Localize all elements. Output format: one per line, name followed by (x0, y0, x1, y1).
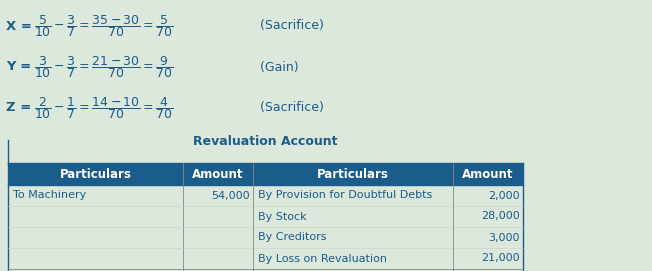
Text: Amount: Amount (462, 167, 514, 180)
Bar (453, 227, 523, 248)
Text: 21,000: 21,000 (481, 253, 520, 263)
Bar (183, 269, 253, 271)
Text: $\dfrac{5}{10} - \dfrac{3}{7} = \dfrac{35-30}{70} = \dfrac{5}{70}$: $\dfrac{5}{10} - \dfrac{3}{7} = \dfrac{3… (34, 13, 173, 39)
Text: 54,000: 54,000 (211, 191, 250, 201)
Bar (183, 206, 253, 227)
Text: By Stock: By Stock (258, 211, 306, 221)
Text: (Gain): (Gain) (256, 60, 299, 73)
Text: Particulars: Particulars (59, 167, 132, 180)
Text: (Sacrifice): (Sacrifice) (256, 102, 324, 115)
Text: By Provision for Doubtful Debts: By Provision for Doubtful Debts (258, 191, 432, 201)
Text: Revaluation Account: Revaluation Account (193, 135, 338, 148)
Bar (453, 185, 523, 206)
Bar (183, 185, 253, 206)
Bar (453, 206, 523, 227)
Bar (253, 206, 453, 227)
Bar (453, 248, 523, 269)
Bar (8, 248, 183, 269)
Bar (8, 163, 183, 185)
Bar (453, 269, 523, 271)
Text: Y =: Y = (6, 60, 36, 73)
Text: 28,000: 28,000 (481, 211, 520, 221)
Bar (183, 227, 253, 248)
Bar (8, 206, 183, 227)
Bar (183, 163, 253, 185)
Text: Particulars: Particulars (317, 167, 389, 180)
Text: (Sacrifice): (Sacrifice) (256, 20, 324, 33)
Bar (183, 248, 253, 269)
Text: By Loss on Revaluation: By Loss on Revaluation (258, 253, 387, 263)
Bar (8, 269, 183, 271)
Text: $\dfrac{2}{10} - \dfrac{1}{7} = \dfrac{14-10}{70} = \dfrac{4}{70}$: $\dfrac{2}{10} - \dfrac{1}{7} = \dfrac{1… (34, 95, 173, 121)
Text: By Creditors: By Creditors (258, 233, 327, 243)
Bar (253, 269, 453, 271)
Bar (8, 227, 183, 248)
Text: 2,000: 2,000 (488, 191, 520, 201)
Bar (453, 163, 523, 185)
Text: Amount: Amount (192, 167, 244, 180)
Text: 3,000: 3,000 (488, 233, 520, 243)
Bar (253, 163, 453, 185)
Bar (253, 185, 453, 206)
Text: Z =: Z = (6, 102, 36, 115)
Text: X =: X = (6, 20, 37, 33)
Bar (8, 185, 183, 206)
Bar (253, 248, 453, 269)
Text: $\dfrac{3}{10} - \dfrac{3}{7} = \dfrac{21-30}{70} = \dfrac{9}{70}$: $\dfrac{3}{10} - \dfrac{3}{7} = \dfrac{2… (34, 54, 173, 80)
Text: To Machinery: To Machinery (13, 191, 86, 201)
Bar (253, 227, 453, 248)
